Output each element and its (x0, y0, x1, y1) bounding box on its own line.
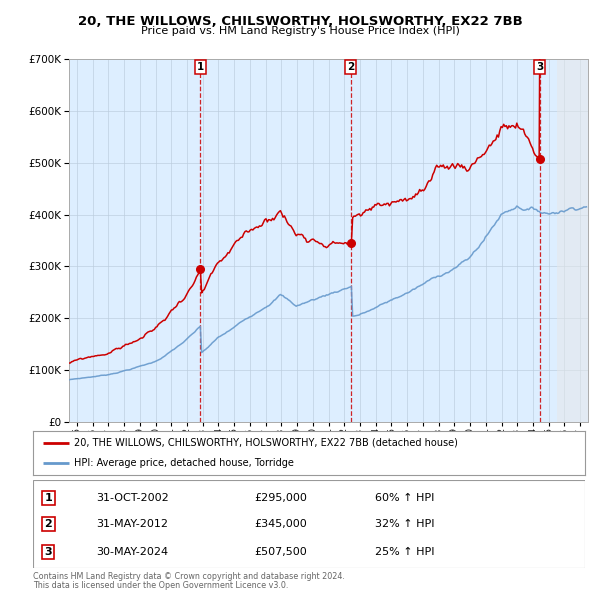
Text: Price paid vs. HM Land Registry's House Price Index (HPI): Price paid vs. HM Land Registry's House … (140, 26, 460, 36)
Text: 31-MAY-2012: 31-MAY-2012 (97, 519, 169, 529)
Text: 1: 1 (44, 493, 52, 503)
Text: 31-OCT-2002: 31-OCT-2002 (97, 493, 169, 503)
Bar (557, 59, 588, 422)
Polygon shape (557, 59, 588, 422)
Text: 2: 2 (44, 519, 52, 529)
Text: £507,500: £507,500 (254, 547, 307, 557)
Text: 3: 3 (536, 62, 543, 72)
Text: 2: 2 (347, 62, 355, 72)
Text: £295,000: £295,000 (254, 493, 307, 503)
Text: Contains HM Land Registry data © Crown copyright and database right 2024.: Contains HM Land Registry data © Crown c… (33, 572, 345, 581)
Text: 60% ↑ HPI: 60% ↑ HPI (375, 493, 434, 503)
Text: This data is licensed under the Open Government Licence v3.0.: This data is licensed under the Open Gov… (33, 581, 289, 589)
Text: 32% ↑ HPI: 32% ↑ HPI (375, 519, 435, 529)
Text: 20, THE WILLOWS, CHILSWORTHY, HOLSWORTHY, EX22 7BB (detached house): 20, THE WILLOWS, CHILSWORTHY, HOLSWORTHY… (74, 438, 458, 448)
Text: 20, THE WILLOWS, CHILSWORTHY, HOLSWORTHY, EX22 7BB: 20, THE WILLOWS, CHILSWORTHY, HOLSWORTHY… (77, 15, 523, 28)
Text: HPI: Average price, detached house, Torridge: HPI: Average price, detached house, Torr… (74, 458, 294, 468)
Text: 1: 1 (196, 62, 203, 72)
Text: 25% ↑ HPI: 25% ↑ HPI (375, 547, 435, 557)
Text: 30-MAY-2024: 30-MAY-2024 (97, 547, 169, 557)
Text: £345,000: £345,000 (254, 519, 307, 529)
Text: 3: 3 (44, 547, 52, 557)
FancyBboxPatch shape (33, 480, 585, 568)
